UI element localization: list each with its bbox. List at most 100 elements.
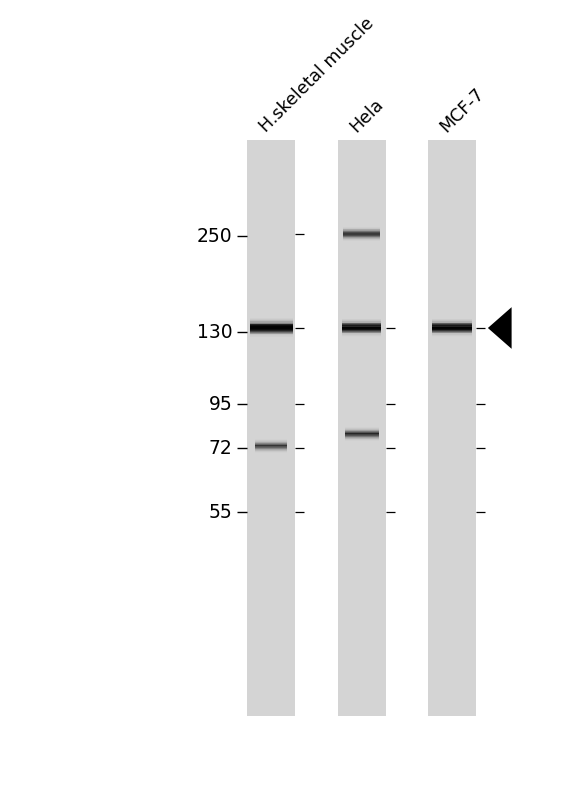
Bar: [342, 335, 381, 336]
Bar: [432, 323, 472, 324]
Bar: [432, 319, 472, 320]
Bar: [432, 332, 472, 333]
Bar: [342, 332, 381, 333]
Bar: [342, 325, 381, 326]
Bar: [432, 335, 472, 336]
Bar: [342, 335, 381, 336]
Bar: [432, 324, 472, 325]
Bar: [342, 330, 381, 331]
Bar: [250, 324, 293, 325]
Bar: [432, 321, 472, 322]
Bar: [342, 324, 381, 325]
Bar: [342, 329, 381, 330]
Bar: [250, 332, 293, 333]
Bar: [250, 325, 293, 326]
Text: 72: 72: [208, 438, 232, 458]
Bar: [342, 327, 381, 328]
Bar: [342, 322, 381, 323]
Bar: [342, 334, 381, 335]
Bar: [342, 334, 381, 335]
Bar: [432, 331, 472, 332]
Bar: [250, 337, 293, 338]
Bar: [342, 328, 381, 329]
Bar: [250, 320, 293, 321]
Bar: [342, 333, 381, 334]
Bar: [342, 330, 381, 331]
Bar: [342, 326, 381, 327]
Bar: [432, 331, 472, 332]
Text: 95: 95: [208, 394, 232, 414]
Bar: [342, 320, 381, 321]
Bar: [250, 321, 293, 322]
Bar: [250, 322, 293, 323]
Bar: [250, 321, 293, 322]
Bar: [250, 333, 293, 334]
Polygon shape: [488, 307, 512, 349]
Bar: [342, 323, 381, 324]
Bar: [432, 334, 472, 335]
Bar: [342, 328, 381, 329]
Bar: [250, 327, 293, 328]
Bar: [338, 140, 385, 716]
Bar: [432, 327, 472, 328]
Text: MCF-7: MCF-7: [436, 85, 488, 136]
Bar: [342, 329, 381, 330]
Bar: [342, 325, 381, 326]
Bar: [250, 334, 293, 335]
Bar: [432, 328, 472, 329]
Bar: [432, 325, 472, 326]
Bar: [342, 333, 381, 334]
Bar: [432, 334, 472, 335]
Bar: [250, 320, 293, 321]
Bar: [342, 321, 381, 322]
Bar: [250, 319, 293, 320]
Bar: [342, 319, 381, 320]
Bar: [250, 318, 293, 319]
Bar: [342, 323, 381, 324]
Bar: [342, 324, 381, 325]
Bar: [432, 322, 472, 323]
Text: 250: 250: [197, 226, 232, 246]
Bar: [250, 323, 293, 325]
Bar: [432, 336, 472, 337]
Bar: [432, 326, 472, 327]
Bar: [342, 320, 381, 321]
Bar: [342, 322, 381, 323]
Bar: [250, 322, 293, 323]
Text: H.skeletal muscle: H.skeletal muscle: [255, 14, 377, 136]
Bar: [432, 320, 472, 321]
Bar: [250, 328, 293, 330]
Bar: [342, 331, 381, 332]
Bar: [247, 140, 295, 716]
Bar: [250, 332, 293, 333]
Bar: [432, 333, 472, 334]
Bar: [432, 330, 472, 331]
Bar: [250, 330, 293, 331]
Bar: [250, 335, 293, 336]
Text: Hela: Hela: [346, 95, 386, 136]
Bar: [432, 333, 472, 334]
Bar: [250, 323, 293, 324]
Bar: [432, 319, 472, 320]
Bar: [250, 327, 293, 328]
Bar: [432, 323, 472, 324]
Bar: [432, 327, 472, 328]
Bar: [432, 326, 472, 327]
Bar: [432, 330, 472, 331]
Bar: [432, 318, 472, 319]
Bar: [250, 333, 293, 334]
Bar: [250, 329, 293, 330]
Bar: [250, 336, 293, 337]
Bar: [432, 329, 472, 330]
Bar: [250, 335, 293, 336]
Bar: [342, 331, 381, 332]
Bar: [342, 318, 381, 319]
Bar: [432, 328, 472, 329]
Bar: [250, 318, 293, 319]
Bar: [250, 326, 293, 327]
Bar: [428, 140, 476, 716]
Bar: [342, 327, 381, 328]
Bar: [342, 326, 381, 327]
Bar: [432, 325, 472, 326]
Text: 130: 130: [197, 322, 232, 342]
